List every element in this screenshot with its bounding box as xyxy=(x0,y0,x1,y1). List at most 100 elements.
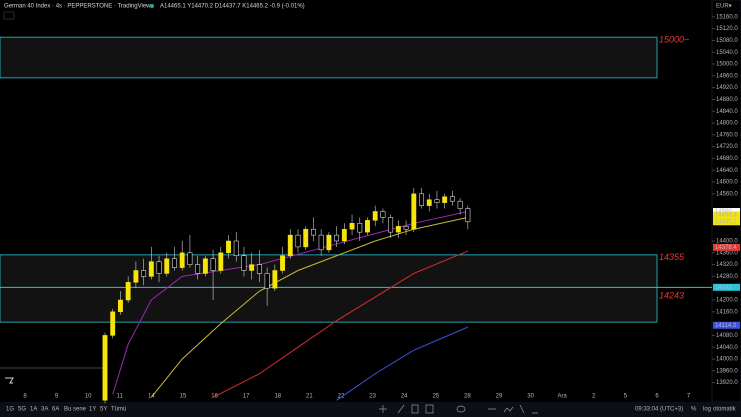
y-tick-label: 14880.0 xyxy=(716,97,738,103)
x-tick-label: 23 xyxy=(369,394,376,400)
symbol[interactable]: German 40 Index · 4s · PEPPERSTONE · Tra… xyxy=(4,4,151,10)
y-tick-label: 14560.0 xyxy=(716,191,738,197)
price-tag-label: 14465.2 xyxy=(715,219,737,225)
status-dot xyxy=(150,4,154,8)
y-tick-label: 15120.0 xyxy=(716,26,738,32)
x-tick-label: 18 xyxy=(274,394,281,400)
candle-body xyxy=(318,234,324,251)
moving-average xyxy=(150,216,468,398)
tool-line[interactable] xyxy=(397,404,405,414)
range-button[interactable]: 5G xyxy=(18,407,26,413)
candle-body xyxy=(372,211,378,221)
hline-label: 14243 xyxy=(659,291,684,301)
range-button[interactable]: 3A xyxy=(41,407,48,413)
candle-body xyxy=(233,240,239,257)
candle-body xyxy=(172,258,177,268)
collapse-button[interactable] xyxy=(3,11,15,20)
candle-body xyxy=(349,223,355,230)
y-tick-label: 14840.0 xyxy=(716,109,738,115)
candle-body xyxy=(403,226,409,230)
y-tick-label: 14320.0 xyxy=(716,262,738,268)
log-toggle[interactable]: log xyxy=(703,407,711,413)
range-button[interactable]: 5Y xyxy=(100,407,107,413)
range-button[interactable]: Bu sene xyxy=(64,407,87,413)
tv-logo xyxy=(5,377,14,384)
candle-body xyxy=(449,196,455,202)
tool-cross[interactable] xyxy=(379,405,387,413)
auto-toggle[interactable]: otomatik xyxy=(713,407,737,413)
tool-ellipse[interactable] xyxy=(456,405,466,413)
candle-body xyxy=(210,258,216,271)
range-button[interactable]: 1A xyxy=(30,407,37,413)
candle-body xyxy=(457,200,463,209)
x-tick-label: 2 xyxy=(592,394,596,400)
candle-body xyxy=(110,311,116,336)
candle-body xyxy=(380,211,386,218)
candle-body xyxy=(241,255,247,271)
y-tick-label: 14040.0 xyxy=(716,345,738,351)
tool-path[interactable] xyxy=(488,406,514,413)
candle-body xyxy=(442,196,448,203)
currency[interactable]: EUR▾ xyxy=(716,4,732,10)
percent-toggle[interactable]: % xyxy=(691,407,697,413)
x-tick-label: 15 xyxy=(180,394,187,400)
candle-body xyxy=(117,299,123,313)
candle-body xyxy=(125,282,131,301)
price-tag xyxy=(713,218,740,226)
candle-body xyxy=(187,252,193,265)
x-tick-label: 30 xyxy=(527,394,534,400)
y-tick-label: 14400.0 xyxy=(716,239,738,245)
y-tick-label: 14280.0 xyxy=(716,274,738,280)
candle-body xyxy=(419,193,424,206)
y-tick-label: 14960.0 xyxy=(716,73,738,79)
y-tick-label: 14640.0 xyxy=(716,168,738,174)
y-tick-label: 14760.0 xyxy=(716,132,738,138)
y-tick-label: 14720.0 xyxy=(716,144,738,150)
candle-body xyxy=(179,252,185,268)
y-tick-label: 15160.0 xyxy=(716,14,738,20)
price-tag-label: 14243 xyxy=(715,285,732,291)
candle-body xyxy=(249,264,255,271)
range-button[interactable]: 1Y xyxy=(89,407,96,413)
candle-body xyxy=(357,223,363,233)
range-button[interactable]: 6A xyxy=(52,407,59,413)
candle-body xyxy=(326,234,332,251)
y-tick-label: 14680.0 xyxy=(716,156,738,162)
y-tick-label: 14080.0 xyxy=(716,333,738,339)
candle-body xyxy=(310,228,316,236)
range-button[interactable]: 1G xyxy=(6,407,14,413)
y-tick-label: 14800.0 xyxy=(716,121,738,127)
candle-body xyxy=(256,264,262,274)
candle-body xyxy=(226,240,231,254)
candle-body xyxy=(133,270,139,283)
moving-average xyxy=(336,326,469,401)
candle-body xyxy=(148,261,154,277)
candle-body xyxy=(395,226,401,233)
y-tick-label: 15000.0 xyxy=(716,62,738,68)
candle-body xyxy=(388,217,394,233)
range-button[interactable]: Tümü xyxy=(111,407,126,413)
y-tick-label: 14600.0 xyxy=(716,180,738,186)
price-tag-label: 14114.3 xyxy=(715,323,737,329)
candle-body xyxy=(195,264,201,274)
price-tag-label: 14488.3 xyxy=(715,213,737,219)
tool-measure[interactable] xyxy=(425,404,434,414)
price-tag xyxy=(713,283,740,291)
x-tick-label: 29 xyxy=(496,394,503,400)
candle-body xyxy=(102,335,108,401)
drawing-toolbar xyxy=(379,404,538,414)
x-tick-label: Ara xyxy=(558,394,568,400)
price-tag xyxy=(713,321,740,329)
zone-label: 14355 xyxy=(659,252,685,262)
x-tick-label: 9 xyxy=(55,394,59,400)
candle-body xyxy=(202,258,208,274)
tool-rect[interactable] xyxy=(411,404,419,414)
tool-brush[interactable] xyxy=(519,404,538,414)
y-tick-label: 14000.0 xyxy=(716,357,738,363)
x-tick-label: 8 xyxy=(23,394,27,400)
x-tick-label: 10 xyxy=(85,394,92,400)
ohlc: A14465.1 Y14470.2 D14437.7 K14465.2 -0.9… xyxy=(160,4,305,10)
price-tag xyxy=(713,243,740,251)
